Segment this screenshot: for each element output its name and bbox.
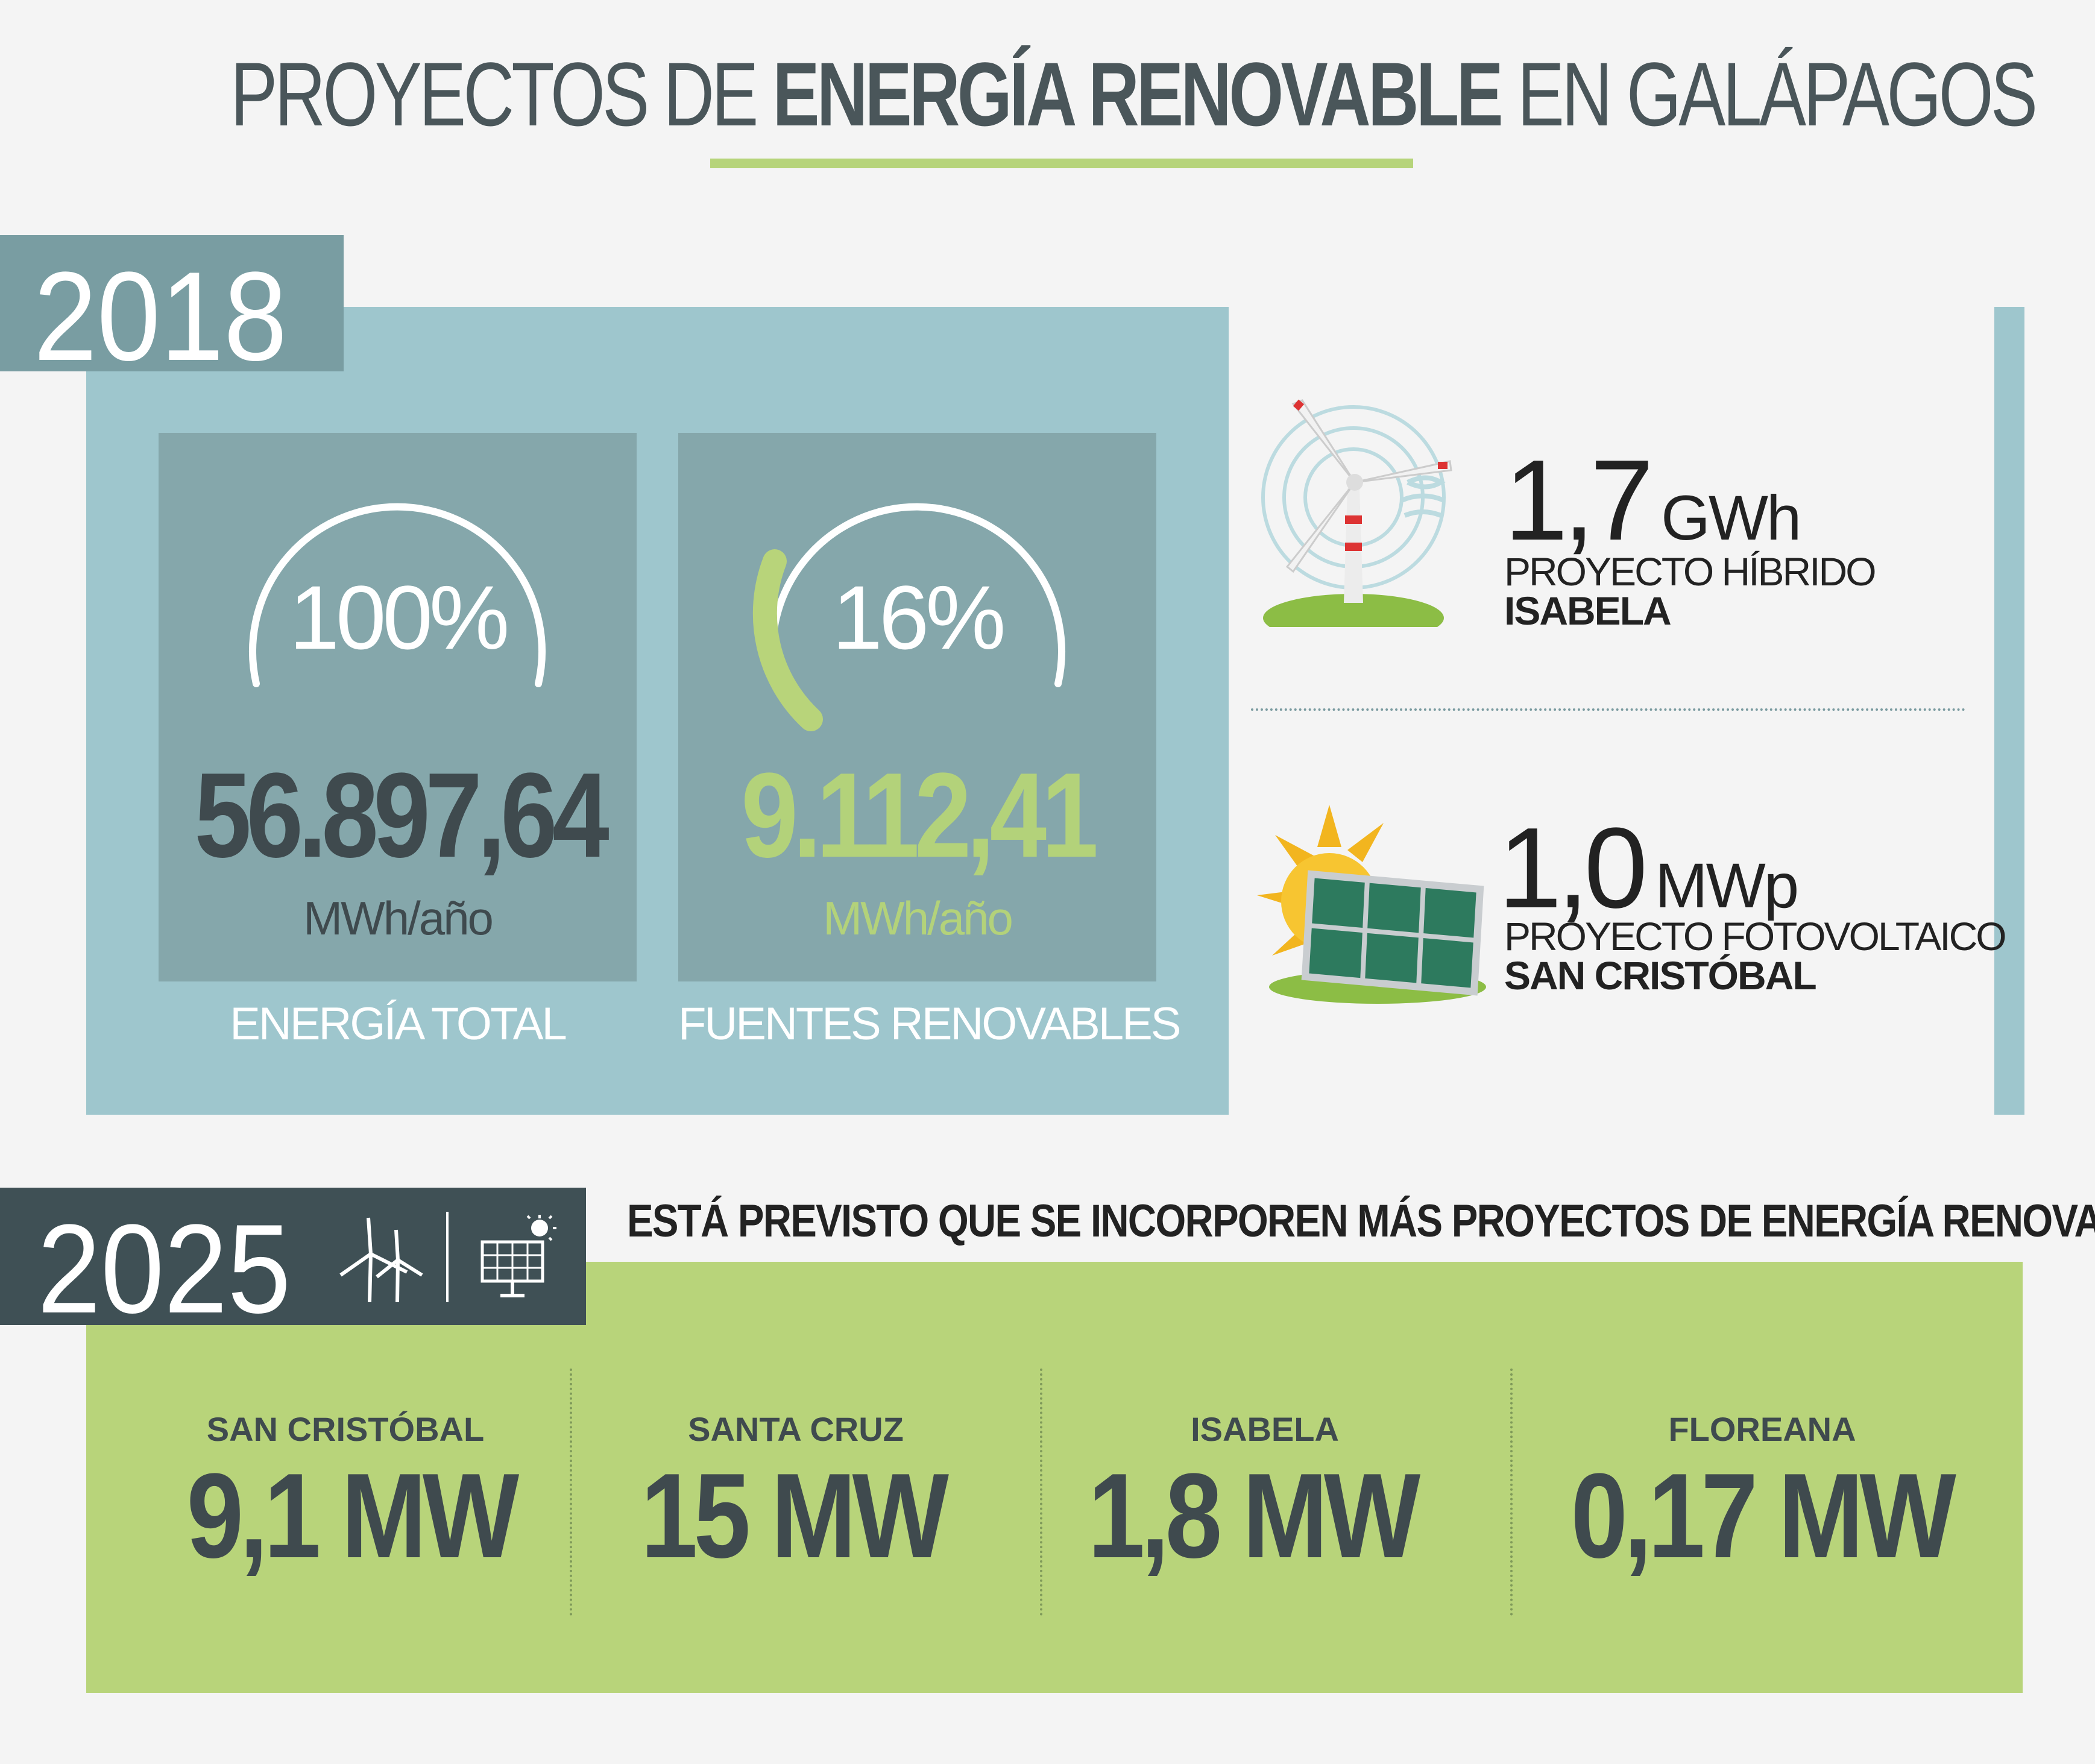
project-1-unit: GWh <box>1661 483 1801 553</box>
column-separator <box>570 1369 572 1616</box>
title-prefix: PROYECTOS DE <box>230 43 773 145</box>
gauge-renewable <box>752 503 1065 731</box>
panel-2025 <box>86 1262 2023 1693</box>
island-capacity: 0,17 MW <box>1570 1449 1956 1583</box>
solar-panel-icon <box>1257 805 1486 1004</box>
icon-separator <box>446 1212 449 1302</box>
title-suffix: EN GALÁPAGOS <box>1501 43 2038 145</box>
card-renewable-energy: 16% 9.112,41 MWh/año <box>678 433 1156 981</box>
project-1-line2: ISABELA <box>1504 588 1672 633</box>
project-2-number: 1,0 <box>1498 804 1648 932</box>
project-2-line1: PROYECTO FOTOVOLTAICO <box>1504 914 2007 959</box>
project-divider <box>1251 708 1965 711</box>
year-2025-label: 2025 <box>37 1198 291 1340</box>
solar-panel-icon-small <box>480 1215 556 1297</box>
gauge-renewable-ring <box>769 503 1065 687</box>
total-percent: 100% <box>289 567 510 668</box>
gauge-renewable-fill <box>752 549 823 731</box>
project-2-line2: SAN CRISTÓBAL <box>1504 953 1817 998</box>
caption-renewable: FUENTES RENOVABLES <box>678 998 1181 1050</box>
renewable-value: 9.112,41 <box>741 748 1098 883</box>
island-capacity: 9,1 MW <box>186 1449 520 1583</box>
page-title: PROYECTOS DE ENERGÍA RENOVABLE EN GALÁPA… <box>230 42 2038 146</box>
forecast-headline: ESTÁ PREVISTO QUE SE INCORPOREN MÁS PROY… <box>627 1195 2095 1247</box>
year-2018-label: 2018 <box>33 245 288 387</box>
island-name: FLOREANA <box>1668 1410 1856 1448</box>
wind-turbine-icon <box>1261 399 1452 627</box>
island-capacity: 15 MW <box>640 1449 949 1583</box>
project-1-value: 1,7 GWh <box>1504 443 1801 558</box>
column-separator <box>1040 1369 1042 1616</box>
title-bold: ENERGÍA RENOVABLE <box>772 43 1503 145</box>
project-1-number: 1,7 <box>1504 436 1654 564</box>
island-name: SAN CRISTÓBAL <box>206 1410 485 1448</box>
island-name: SANTA CRUZ <box>688 1410 904 1448</box>
renewable-unit: MWh/año <box>823 892 1013 945</box>
project-2-unit: MWp <box>1655 851 1799 921</box>
wind-turbines-icon <box>339 1217 423 1302</box>
island-capacity: 1,8 MW <box>1088 1449 1421 1583</box>
total-unit: MWh/año <box>303 892 494 945</box>
caption-total: ENERGÍA TOTAL <box>230 998 567 1050</box>
gauge-total <box>249 503 546 687</box>
title-underline <box>710 159 1413 168</box>
project-1-line1: PROYECTO HÍBRIDO <box>1504 549 1877 594</box>
total-value: 56.897,64 <box>194 748 609 883</box>
project-2-value: 1,0 MWp <box>1498 811 1799 925</box>
gauge-total-ring <box>249 503 546 687</box>
year-tab-2018: 2018 <box>0 235 344 380</box>
side-accent-bar <box>1994 307 2024 1115</box>
island-name: ISABELA <box>1191 1410 1339 1448</box>
card-total-energy: 100% 56.897,64 MWh/año <box>159 433 637 981</box>
column-separator <box>1510 1369 1513 1616</box>
renewable-percent: 16% <box>832 567 1006 668</box>
year-tab-2025: 2025 <box>0 1188 586 1332</box>
